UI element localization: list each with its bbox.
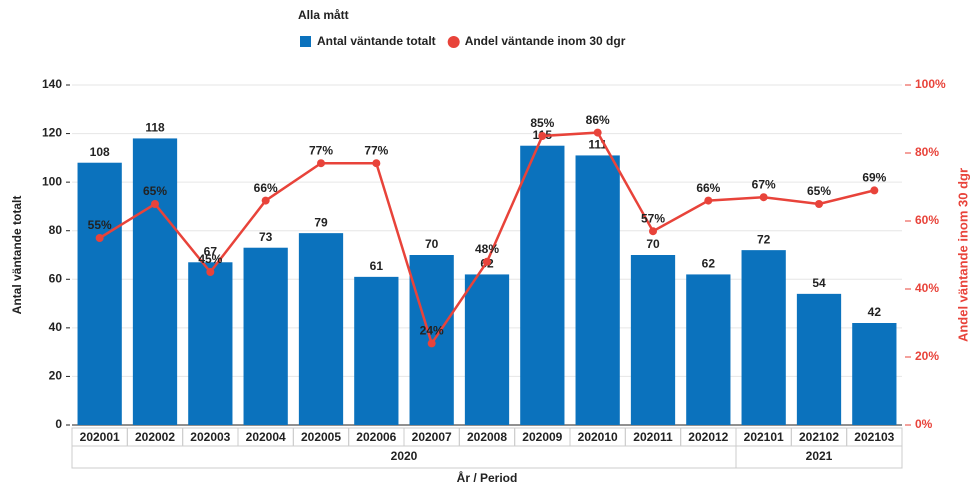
- bar-label: 70: [646, 237, 660, 251]
- y2-tick-label: 0%: [915, 417, 933, 431]
- x-tick-label: 202004: [246, 430, 286, 444]
- y2-tick-label: 60%: [915, 213, 939, 227]
- point: [815, 200, 823, 208]
- bar: [575, 155, 620, 425]
- y-tick-label: 80: [49, 223, 63, 237]
- y-tick-label: 100: [42, 174, 62, 188]
- bar: [686, 274, 731, 425]
- point-label: 65%: [143, 184, 167, 198]
- chart-title: Alla mått: [298, 8, 349, 22]
- y2-tick-label: 100%: [915, 77, 946, 91]
- bar-label: 72: [757, 232, 771, 246]
- point-label: 69%: [862, 171, 886, 185]
- bar: [243, 247, 288, 425]
- x-tick-label: 202012: [688, 430, 728, 444]
- point: [261, 196, 270, 205]
- bar-label: 73: [259, 230, 273, 244]
- point-label: 65%: [807, 184, 831, 198]
- point-label: 45%: [198, 252, 222, 266]
- bar-label: 67: [204, 244, 218, 258]
- y2-axis-title: Andel väntande inom 30 dgr: [955, 168, 970, 342]
- x-tick-label: 202011: [633, 430, 673, 444]
- x-tick-label: 202002: [135, 430, 175, 444]
- point: [372, 159, 381, 168]
- bar: [796, 293, 842, 425]
- point: [759, 193, 768, 202]
- y-tick-label: 20: [49, 369, 63, 383]
- x-tick-label: 202009: [522, 430, 562, 444]
- point-label: 85%: [530, 116, 554, 130]
- point-label: 55%: [88, 218, 112, 232]
- point: [151, 200, 159, 208]
- bar-label: 79: [314, 215, 328, 229]
- legend-swatch: [447, 36, 460, 48]
- y-axis-title: Antal väntande totalt: [10, 196, 24, 315]
- point-label: 86%: [586, 113, 610, 127]
- point-label: 66%: [696, 181, 720, 195]
- point: [317, 159, 325, 168]
- point-label: 66%: [254, 181, 278, 195]
- bar: [132, 138, 178, 425]
- point-label: 77%: [309, 143, 333, 157]
- bar: [464, 274, 510, 425]
- point: [427, 339, 436, 348]
- bar-label: 70: [425, 237, 439, 251]
- x-tick-label: 202010: [578, 430, 618, 444]
- x-tick-label: 202103: [854, 430, 894, 444]
- point-label: 77%: [364, 143, 388, 157]
- y-tick-label: 40: [49, 320, 63, 334]
- x-tick-label: 202006: [356, 430, 396, 444]
- x-axis-title: År / Period: [457, 470, 518, 485]
- bar: [630, 255, 676, 425]
- point: [538, 132, 547, 140]
- y-tick-label: 60: [49, 271, 63, 285]
- point-label: 24%: [420, 324, 444, 338]
- point: [649, 227, 657, 236]
- bar: [77, 162, 122, 425]
- legend-label: Antal väntande totalt: [317, 34, 436, 48]
- bar: [298, 233, 344, 425]
- bar-label: 61: [370, 259, 384, 273]
- x-tick-label: 202102: [799, 430, 839, 444]
- point: [704, 196, 713, 205]
- bar-label: 54: [812, 276, 826, 290]
- point: [95, 234, 104, 242]
- point-label: 48%: [475, 242, 499, 256]
- x-tick-label: 202001: [80, 430, 120, 444]
- y-tick-label: 0: [55, 417, 62, 431]
- bar-label: 62: [702, 257, 716, 271]
- legend-swatch: [300, 36, 311, 47]
- x-tick-label: 202007: [412, 430, 452, 444]
- y2-tick-label: 80%: [915, 145, 939, 159]
- point-label: 67%: [752, 177, 776, 191]
- point: [593, 128, 602, 137]
- bar: [741, 250, 786, 425]
- y2-tick-label: 20%: [915, 349, 939, 363]
- x-tick-label: 202008: [467, 430, 507, 444]
- point: [870, 186, 879, 195]
- group-label: 2021: [806, 449, 833, 463]
- x-tick-label: 202005: [301, 430, 341, 444]
- bar: [354, 276, 399, 425]
- y2-tick-label: 40%: [915, 281, 939, 295]
- bar: [520, 145, 565, 425]
- group-label: 2020: [391, 449, 418, 463]
- bar-label: 42: [868, 305, 882, 319]
- x-tick-label: 202101: [744, 430, 784, 444]
- bar-label: 118: [145, 121, 165, 135]
- point: [483, 257, 491, 266]
- bar: [852, 323, 897, 425]
- y-tick-label: 140: [42, 77, 62, 91]
- point-label: 57%: [641, 211, 665, 225]
- point: [206, 268, 215, 276]
- bar: [188, 262, 233, 425]
- bar-label: 108: [90, 145, 110, 159]
- legend-label: Andel väntande inom 30 dgr: [465, 34, 626, 48]
- group-box: [735, 445, 903, 469]
- y-tick-label: 120: [42, 126, 62, 140]
- x-tick-label: 202003: [190, 430, 230, 444]
